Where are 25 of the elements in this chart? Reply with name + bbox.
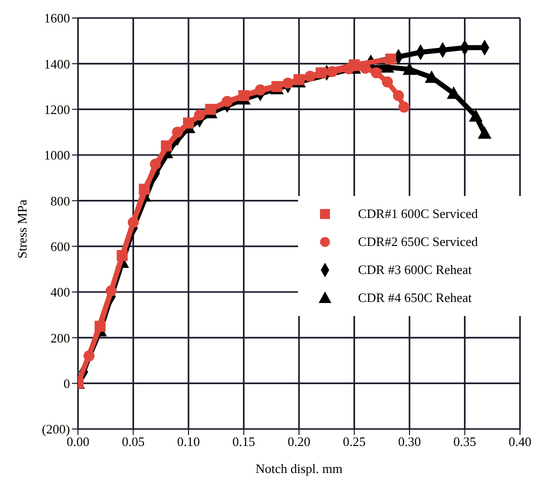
x-tick-label: 0.00 — [66, 434, 90, 450]
y-tick-label: 200 — [50, 330, 70, 346]
y-tick-label: 1200 — [44, 102, 70, 117]
x-axis-title: Notch displ. mm — [255, 461, 343, 476]
y-tick-label: 800 — [50, 193, 70, 208]
x-tick-label: 0.20 — [288, 434, 310, 450]
x-tick-label: 0.40 — [508, 434, 532, 450]
legend-label: CDR#1 600C Serviced — [358, 206, 478, 221]
legend-label: CDR#2 650C Serviced — [358, 234, 478, 249]
x-tick-label: 0.25 — [342, 434, 366, 450]
y-tick-label: 0 — [64, 376, 70, 391]
y-tick-label: 400 — [50, 284, 70, 300]
y-tick-label: 1000 — [44, 148, 70, 163]
x-tick-label: 0.15 — [232, 434, 256, 450]
x-tick-label: 0.10 — [177, 434, 200, 450]
y-tick-label: 600 — [50, 238, 70, 254]
y-axis-title: Stress MPa — [14, 199, 30, 258]
x-tick-label: 0.30 — [398, 434, 421, 450]
y-tick-label: 1400 — [44, 56, 70, 72]
legend-label: CDR #4 650C Reheat — [358, 290, 472, 305]
y-tick-label: 1600 — [44, 10, 70, 26]
legend-label: CDR #3 600C Reheat — [358, 262, 472, 277]
y-tick-label: (200) — [42, 422, 70, 437]
x-tick-label: 0.05 — [122, 434, 145, 450]
x-tick-label: 0.35 — [453, 434, 476, 450]
